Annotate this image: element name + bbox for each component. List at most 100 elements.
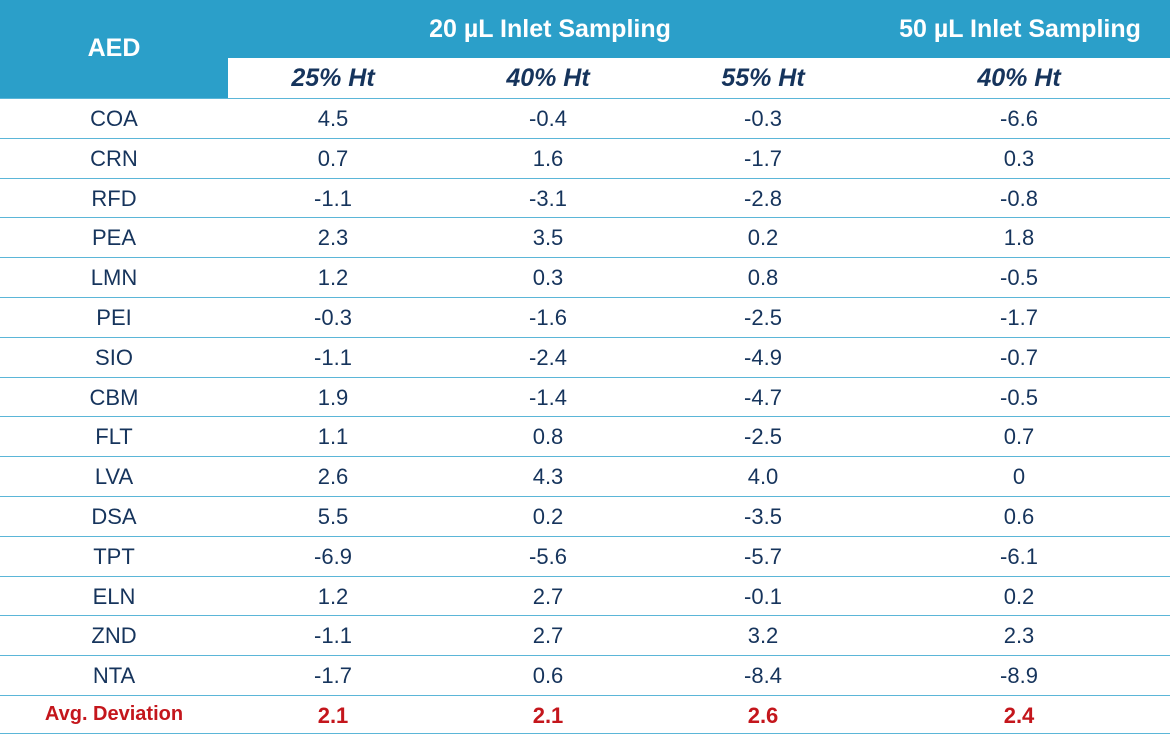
value-cell: 0.3 — [1003, 146, 1035, 171]
header-50ul-group: 50 µL Inlet Sampling — [899, 15, 1141, 43]
row-label-cell: COA — [90, 106, 138, 131]
subheader-20ul-40ht: 40% Ht — [506, 64, 590, 92]
avg-deviation-value: 2.6 — [747, 703, 779, 728]
row-divider — [0, 496, 1170, 497]
value-cell: 0.3 — [532, 265, 564, 290]
value-cell: 1.9 — [317, 385, 349, 410]
value-cell: 0.8 — [532, 424, 564, 449]
value-cell: -5.7 — [744, 544, 782, 569]
header-aed-cell — [0, 0, 228, 98]
value-cell: -8.4 — [744, 663, 782, 688]
row-divider — [0, 257, 1170, 258]
row-divider — [0, 217, 1170, 218]
row-label-cell: TPT — [93, 544, 135, 569]
avg-deviation-label: Avg. Deviation — [44, 703, 184, 725]
value-cell: -1.4 — [529, 385, 567, 410]
value-cell: 0.2 — [1003, 584, 1035, 609]
value-cell: -0.8 — [1000, 186, 1038, 211]
value-cell: 5.5 — [317, 504, 349, 529]
row-label-cell: ZND — [91, 623, 137, 648]
value-cell: -1.6 — [529, 305, 567, 330]
header-20ul-group: 20 µL Inlet Sampling — [429, 15, 671, 43]
row-divider — [0, 377, 1170, 378]
value-cell: -2.8 — [744, 186, 782, 211]
value-cell: -2.4 — [529, 345, 567, 370]
avg-deviation-value: 2.4 — [1003, 703, 1035, 728]
value-cell: -0.5 — [1000, 265, 1038, 290]
value-cell: -8.9 — [1000, 663, 1038, 688]
value-cell: 4.0 — [747, 464, 779, 489]
value-cell: 0.6 — [1003, 504, 1035, 529]
row-divider — [0, 178, 1170, 179]
value-cell: 2.7 — [532, 623, 564, 648]
value-cell: 1.2 — [317, 584, 349, 609]
value-cell: -1.7 — [1000, 305, 1038, 330]
row-divider — [0, 695, 1170, 696]
value-cell: 4.5 — [317, 106, 349, 131]
row-label-cell: RFD — [91, 186, 137, 211]
value-cell: -1.1 — [314, 186, 352, 211]
row-divider — [0, 576, 1170, 577]
row-divider — [0, 337, 1170, 338]
avg-deviation-value: 2.1 — [317, 703, 349, 728]
row-divider — [0, 297, 1170, 298]
value-cell: 0.6 — [532, 663, 564, 688]
subheader-20ul-55ht: 55% Ht — [721, 64, 805, 92]
value-cell: 4.3 — [532, 464, 564, 489]
row-label-cell: SIO — [95, 345, 133, 370]
value-cell: -1.7 — [314, 663, 352, 688]
value-cell: 2.3 — [1003, 623, 1035, 648]
value-cell: -0.3 — [744, 106, 782, 131]
value-cell: 2.6 — [317, 464, 349, 489]
row-label-cell: PEI — [96, 305, 132, 330]
header-aed-label: AED — [87, 34, 141, 62]
value-cell: -0.5 — [1000, 385, 1038, 410]
value-cell: 1.8 — [1003, 225, 1035, 250]
value-cell: 0 — [1012, 464, 1026, 489]
value-cell: -4.7 — [744, 385, 782, 410]
value-cell: 0.8 — [747, 265, 779, 290]
row-divider — [0, 536, 1170, 537]
value-cell: 3.2 — [747, 623, 779, 648]
value-cell: 0.7 — [1003, 424, 1035, 449]
value-cell: -2.5 — [744, 424, 782, 449]
value-cell: 3.5 — [532, 225, 564, 250]
value-cell: -0.7 — [1000, 345, 1038, 370]
row-label-cell: LVA — [94, 464, 134, 489]
value-cell: 0.2 — [747, 225, 779, 250]
value-cell: -6.1 — [1000, 544, 1038, 569]
row-divider — [0, 615, 1170, 616]
value-cell: -3.1 — [529, 186, 567, 211]
value-cell: -0.1 — [744, 584, 782, 609]
row-label-cell: DSA — [91, 504, 137, 529]
value-cell: -6.9 — [314, 544, 352, 569]
row-divider — [0, 456, 1170, 457]
value-cell: 0.7 — [317, 146, 349, 171]
value-cell: -1.1 — [314, 345, 352, 370]
row-label-cell: FLT — [95, 424, 133, 449]
row-divider — [0, 98, 1170, 99]
row-divider — [0, 416, 1170, 417]
value-cell: -5.6 — [529, 544, 567, 569]
row-label-cell: CRN — [90, 146, 138, 171]
row-label-cell: NTA — [92, 663, 136, 688]
value-cell: -4.9 — [744, 345, 782, 370]
subheader-20ul-25ht: 25% Ht — [291, 64, 375, 92]
value-cell: -0.4 — [529, 106, 567, 131]
subheader-50ul-40ht: 40% Ht — [977, 64, 1061, 92]
value-cell: 0.2 — [532, 504, 564, 529]
value-cell: 1.6 — [532, 146, 564, 171]
value-cell: -3.5 — [744, 504, 782, 529]
row-divider — [0, 138, 1170, 139]
avg-deviation-value: 2.1 — [532, 703, 564, 728]
value-cell: -0.3 — [314, 305, 352, 330]
row-divider — [0, 655, 1170, 656]
row-label-cell: PEA — [91, 225, 137, 250]
value-cell: -6.6 — [1000, 106, 1038, 131]
row-label-cell: LMN — [90, 265, 138, 290]
value-cell: -1.7 — [744, 146, 782, 171]
header-group-band — [228, 0, 1170, 58]
row-label-cell: CBM — [89, 385, 139, 410]
row-label-cell: ELN — [92, 584, 136, 609]
